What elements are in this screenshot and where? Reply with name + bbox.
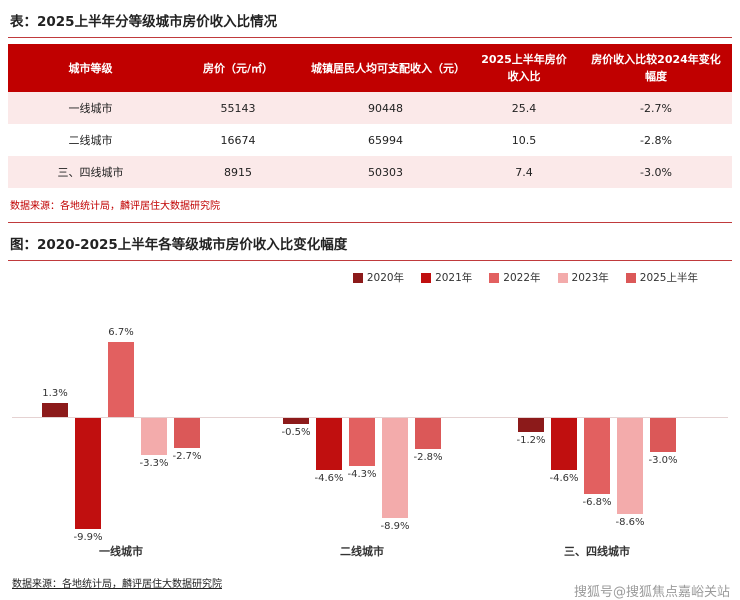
bar-s1-c1 — [316, 418, 342, 470]
bar-value-label-s3-c0: -3.3% — [139, 458, 169, 470]
cell-tier1-name: 一线城市 — [68, 102, 113, 116]
col-header-house-price: 房价（元/㎡） — [173, 44, 303, 93]
legend-item-0: 2020年 — [352, 270, 405, 285]
bar-value-label-s0-c1: -0.5% — [281, 426, 311, 438]
legend-swatch-4 — [625, 272, 636, 283]
bar-value-label-s4-c0: -2.7% — [172, 451, 202, 463]
table-row-tier34: 三、四线城市 8915 50303 7.4 -3.0% — [8, 156, 732, 189]
legend-label-3: 2023年 — [571, 272, 609, 285]
cell-tier34-income: 50303 — [368, 165, 403, 179]
bar-s0-c1 — [283, 418, 309, 424]
cell-tier1-ratio: 25.4 — [511, 101, 537, 115]
price-income-table: 城市等级 房价（元/㎡） 城镇居民人均可支配收入（元） 2025上半年房价收入比… — [8, 44, 732, 189]
cell-tier2-price: 16674 — [220, 133, 256, 147]
bar-s3-c2 — [617, 418, 643, 515]
cell-tier1-price: 55143 — [220, 101, 256, 115]
legend-swatch-1 — [421, 272, 432, 283]
table-row-tier2: 二线城市 16674 65994 10.5 -2.8% — [8, 124, 732, 157]
cell-tier2-name: 二线城市 — [68, 134, 113, 148]
bar-value-label-s1-c2: -4.6% — [549, 472, 579, 484]
footer-row: 数据来源：各地统计局，麟评居住大数据研究院 搜狐号@搜狐焦点嘉峪关站 — [8, 566, 732, 600]
cell-tier34-name: 三、四线城市 — [57, 166, 124, 180]
table-row-tier1: 一线城市 55143 90448 25.4 -2.7% — [8, 92, 732, 125]
bar-value-label-s2-c2: -6.8% — [582, 497, 612, 509]
bar-value-label-s2-c0: 6.7% — [108, 327, 134, 339]
legend-label-1: 2021年 — [435, 272, 473, 285]
bar-value-label-s3-c2: -8.6% — [615, 517, 645, 529]
cell-tier34-ratio: 7.4 — [515, 165, 533, 179]
bar-s1-c2 — [551, 418, 577, 470]
cell-tier2-change: -2.8% — [640, 133, 672, 147]
bar-value-label-s4-c2: -3.0% — [648, 454, 678, 466]
bar-s4-c0 — [174, 418, 200, 449]
col-header-city-tier: 城市等级 — [8, 44, 173, 93]
bar-value-label-s0-c0: 1.3% — [42, 387, 68, 399]
chart-legend: 2020年 2021年 2022年 2023年 2025上半年 — [8, 261, 732, 292]
cell-tier1-income: 90448 — [368, 101, 403, 115]
table-header-row: 城市等级 房价（元/㎡） 城镇居民人均可支配收入（元） 2025上半年房价收入比… — [8, 44, 732, 93]
bar-s4-c2 — [650, 418, 676, 452]
cell-tier2-income: 65994 — [368, 133, 403, 147]
cell-tier1-change: -2.7% — [640, 101, 672, 115]
legend-label-2: 2022年 — [503, 272, 541, 285]
legend-label-0: 2020年 — [366, 272, 405, 285]
bar-s2-c0 — [108, 342, 134, 418]
bar-chart: 2020年 2021年 2022年 2023年 2025上半年 1.3% -9.9% 6.7… — [8, 261, 732, 562]
bar-value-label-s1-c1: -4.6% — [314, 472, 344, 484]
table-source-note: 数据来源：各地统计局，麟评居住大数据研究院 — [8, 188, 732, 224]
chart-section-title: 图：2020-2025上半年各等级城市房价收入比变化幅度 — [8, 229, 732, 262]
cell-tier34-price: 8915 — [224, 165, 252, 179]
col-header-change-vs-2024: 房价收入比较2024年变化幅度 — [580, 44, 732, 93]
category-label-1: 二线城市 — [340, 545, 384, 559]
bar-s2-c2 — [584, 418, 610, 495]
bar-s3-c0 — [141, 418, 167, 456]
bar-s1-c0 — [75, 418, 101, 529]
bar-s4-c1 — [415, 418, 441, 450]
cell-tier34-change: -3.0% — [640, 165, 672, 179]
legend-item-1: 2021年 — [421, 270, 472, 285]
bar-value-label-s2-c1: -4.3% — [347, 469, 377, 481]
bar-s2-c1 — [349, 418, 375, 467]
cell-tier2-ratio: 10.5 — [511, 133, 537, 147]
legend-swatch-0 — [352, 272, 363, 283]
table-section: 表：2025上半年分等级城市房价收入比情况 城市等级 房价（元/㎡） 城镇居民人… — [8, 6, 732, 224]
chart-plot-area: 1.3% -9.9% 6.7% -3.3% -2.7% 一线城市 -0.5% -4.6% -4.… — [8, 292, 732, 562]
table-section-title: 表：2025上半年分等级城市房价收入比情况 — [8, 6, 732, 38]
watermark-text: 搜狐号@搜狐焦点嘉峪关站 — [573, 585, 730, 600]
legend-swatch-3 — [557, 272, 568, 283]
col-header-price-income-ratio: 2025上半年房价收入比 — [468, 44, 580, 93]
legend-item-2: 2022年 — [489, 270, 541, 285]
legend-item-4: 2025上半年 — [625, 270, 698, 285]
bar-s3-c1 — [382, 418, 408, 518]
legend-item-3: 2023年 — [557, 270, 609, 285]
category-label-2: 三、四线城市 — [564, 545, 630, 559]
bar-value-label-s3-c1: -8.9% — [380, 520, 410, 532]
bar-s0-c0 — [42, 402, 68, 418]
bar-value-label-s1-c0: -9.9% — [73, 531, 103, 543]
bar-s0-c2 — [518, 418, 544, 432]
category-label-0: 一线城市 — [99, 545, 143, 559]
zero-axis-line — [12, 417, 728, 419]
legend-label-4: 2025上半年 — [639, 272, 698, 285]
chart-source-note: 数据来源：各地统计局，麟评居住大数据研究院 — [12, 579, 222, 591]
col-header-disposable-income: 城镇居民人均可支配收入（元） — [303, 44, 468, 93]
bar-value-label-s4-c1: -2.8% — [413, 452, 443, 464]
legend-swatch-2 — [489, 272, 500, 283]
bar-value-label-s0-c2: -1.2% — [516, 434, 546, 446]
chart-section: 图：2020-2025上半年各等级城市房价收入比变化幅度 2020年 2021年 2… — [8, 229, 732, 600]
